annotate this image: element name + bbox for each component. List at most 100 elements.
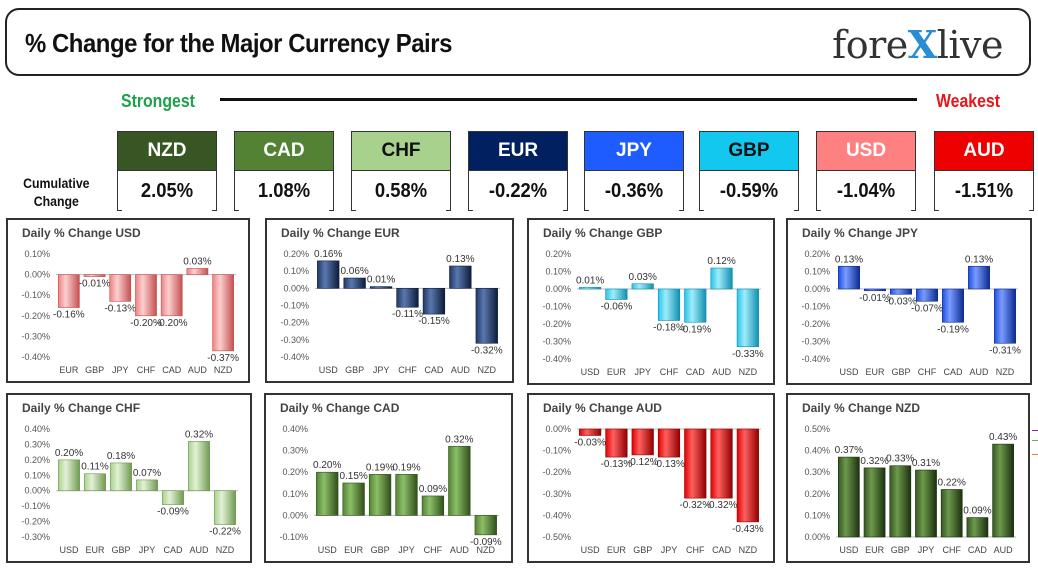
bar	[421, 495, 445, 516]
y-tick-label: -0.10%	[801, 302, 830, 312]
category-label: JPY	[373, 365, 390, 375]
edge-decoration	[1032, 430, 1038, 431]
category-label: NZD	[216, 545, 235, 555]
chart-title: Daily % Change AUD	[543, 401, 662, 415]
bar	[135, 274, 157, 317]
category-label: GBP	[371, 545, 390, 555]
bar	[657, 288, 681, 321]
bar-chart-jpy: 0.20% 0.10% 0.00% -0.10% -0.20% -0.30% -0.40% 0…	[801, 249, 1020, 377]
y-tick-label: 0.10%	[545, 267, 571, 277]
currency-box-gbp: GBP -0.59%	[699, 131, 799, 211]
bar-chart-eur: 0.20% 0.10% 0.00% -0.10% -0.20% -0.30% -0.40% 0…	[280, 249, 502, 375]
bar	[83, 274, 106, 277]
logo-x-mark: X	[907, 22, 937, 67]
bar	[684, 428, 707, 499]
data-label: 0.19%	[366, 462, 394, 473]
y-tick-label: 0.20%	[804, 489, 830, 499]
y-tick-label: 0.10%	[804, 510, 830, 520]
category-label: EUR	[344, 545, 364, 555]
currency-box-chf: CHF 0.58%	[351, 131, 451, 211]
bar	[110, 462, 132, 492]
y-tick-label: -0.50%	[542, 532, 571, 542]
bar	[631, 428, 654, 456]
cumulative-value: -1.04%	[820, 171, 912, 211]
bar	[212, 274, 234, 352]
category-label: GBP	[633, 545, 652, 555]
data-label: -0.11%	[392, 309, 423, 320]
forexlive-logo[interactable]: foreXlive	[832, 22, 1003, 67]
data-label: 0.09%	[419, 484, 447, 495]
data-label: 0.22%	[938, 477, 966, 488]
currency-name: EUR	[469, 132, 567, 171]
bar	[915, 469, 937, 538]
category-label: USD	[59, 545, 79, 555]
data-label: 0.01%	[367, 275, 395, 286]
bar	[631, 283, 654, 290]
data-label: 0.19%	[392, 462, 420, 473]
category-label: AUD	[712, 367, 732, 377]
y-tick-label: 0.20%	[24, 455, 50, 465]
category-label: CAD	[424, 365, 444, 375]
category-label: GBP	[85, 365, 104, 375]
chart-panel-eur: Daily % Change EUR 0.20% 0.10% 0.00% -0.10%…	[265, 218, 514, 383]
y-tick-label: 0.10%	[24, 470, 50, 480]
page-title: % Change for the Major Currency Pairs	[25, 28, 452, 58]
bar	[736, 288, 759, 348]
bar	[994, 288, 1016, 344]
data-label: 0.07%	[133, 468, 161, 479]
y-tick-label: 0.10%	[24, 249, 50, 259]
chart-panel-usd: Daily % Change USD 0.10% 0.00% -0.10% -0.20…	[6, 218, 250, 383]
y-tick-label: 0.00%	[24, 486, 50, 496]
currency-name: JPY	[585, 132, 683, 171]
category-label: CHF	[660, 367, 679, 377]
y-tick-label: -0.20%	[801, 319, 830, 329]
bar	[160, 274, 183, 317]
bar	[109, 274, 132, 302]
category-label: CAD	[162, 365, 182, 375]
currency-name: USD	[817, 132, 915, 171]
bar	[890, 288, 912, 295]
category-label: CHF	[424, 545, 443, 555]
category-label: JPY	[634, 367, 651, 377]
data-label: -0.19%	[679, 324, 711, 335]
data-label: -0.43%	[732, 524, 764, 535]
category-label: CAD	[163, 545, 183, 555]
bar	[58, 459, 80, 492]
bar-chart-cad: 0.40% 0.30% 0.20% 0.10% 0.00% -0.10% 0.20% USD 0…	[279, 424, 501, 555]
y-tick-label: 0.10%	[282, 489, 308, 499]
y-tick-label: -0.40%	[280, 352, 309, 362]
data-label: -0.20%	[156, 318, 188, 329]
data-label: 0.32%	[860, 456, 888, 467]
category-label: EUR	[607, 545, 627, 555]
cumulative-value: -1.51%	[938, 171, 1030, 211]
y-tick-label: 0.00%	[24, 270, 50, 280]
chart-panel-jpy: Daily % Change JPY 0.20% 0.10% 0.00% -0.10%…	[786, 218, 1032, 385]
chart-title: Daily % Change CAD	[280, 401, 400, 415]
data-label: -0.06%	[601, 302, 633, 313]
bar	[864, 288, 886, 292]
category-label: JPY	[661, 545, 678, 555]
y-tick-label: 0.20%	[804, 249, 830, 259]
cumulative-value: 1.08%	[238, 171, 330, 211]
bar	[317, 260, 340, 289]
strength-scale-line	[220, 98, 917, 101]
y-tick-label: -0.10%	[21, 501, 50, 511]
category-label: CAD	[968, 545, 988, 555]
bar-chart-gbp: 0.20% 0.10% 0.00% -0.10% -0.20% -0.30% -0.40% 0…	[542, 249, 763, 377]
cumulative-value: -0.59%	[703, 171, 795, 211]
bar-chart-aud: 0.00% -0.10% -0.20% -0.30% -0.40% -0.50% -0.03…	[542, 424, 764, 555]
y-tick-label: -0.30%	[21, 532, 50, 542]
y-tick-label: 0.00%	[804, 532, 830, 542]
category-label: USD	[319, 365, 339, 375]
y-tick-label: 0.00%	[545, 424, 571, 434]
cumulative-value: 2.05%	[121, 171, 213, 211]
currency-name: CAD	[235, 132, 333, 171]
bar	[736, 428, 759, 523]
data-label: 0.20%	[55, 448, 83, 459]
y-tick-label: 0.40%	[282, 424, 308, 434]
bar	[396, 288, 419, 308]
bar	[448, 445, 471, 516]
data-label: 0.15%	[339, 471, 367, 482]
bar	[162, 490, 184, 505]
y-tick-label: -0.40%	[542, 510, 571, 520]
